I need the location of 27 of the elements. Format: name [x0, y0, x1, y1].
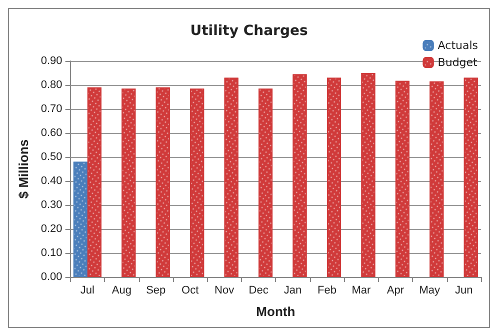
x-tick-label: May [419, 284, 441, 296]
y-tick-label: 0.80 [40, 79, 62, 91]
y-tick-label: 0.20 [40, 223, 62, 235]
x-tick-label: Mar [352, 284, 372, 296]
x-tick-label: Jan [284, 284, 302, 296]
y-tick-label: 0.90 [40, 55, 62, 67]
x-tick-label: Sep [146, 284, 166, 296]
y-tick-label: 0.00 [40, 271, 62, 283]
x-axis-title: Month [256, 304, 296, 319]
x-tick-label: Jul [80, 284, 94, 296]
y-tick-label: 0.50 [40, 151, 62, 163]
y-axis-title: $ Millions [16, 139, 31, 199]
legend-label: Budget [438, 56, 478, 69]
x-tick-label: Nov [214, 284, 235, 296]
y-tick-label: 0.70 [40, 103, 62, 115]
x-tick-label: Feb [318, 284, 336, 296]
x-tick-label: Oct [182, 284, 199, 296]
legend-label: Actuals [438, 39, 478, 52]
y-tick-label: 0.40 [40, 175, 62, 187]
chart-title: Utility Charges [190, 23, 308, 39]
x-tick-label: Apr [386, 284, 404, 296]
y-tick-label: 0.10 [40, 247, 62, 259]
x-tick-label: Jun [455, 284, 473, 296]
x-tick-label: Aug [112, 284, 132, 296]
x-tick-label: Dec [248, 284, 269, 296]
y-tick-label: 0.30 [40, 199, 62, 211]
y-tick-label: 0.60 [40, 127, 62, 139]
